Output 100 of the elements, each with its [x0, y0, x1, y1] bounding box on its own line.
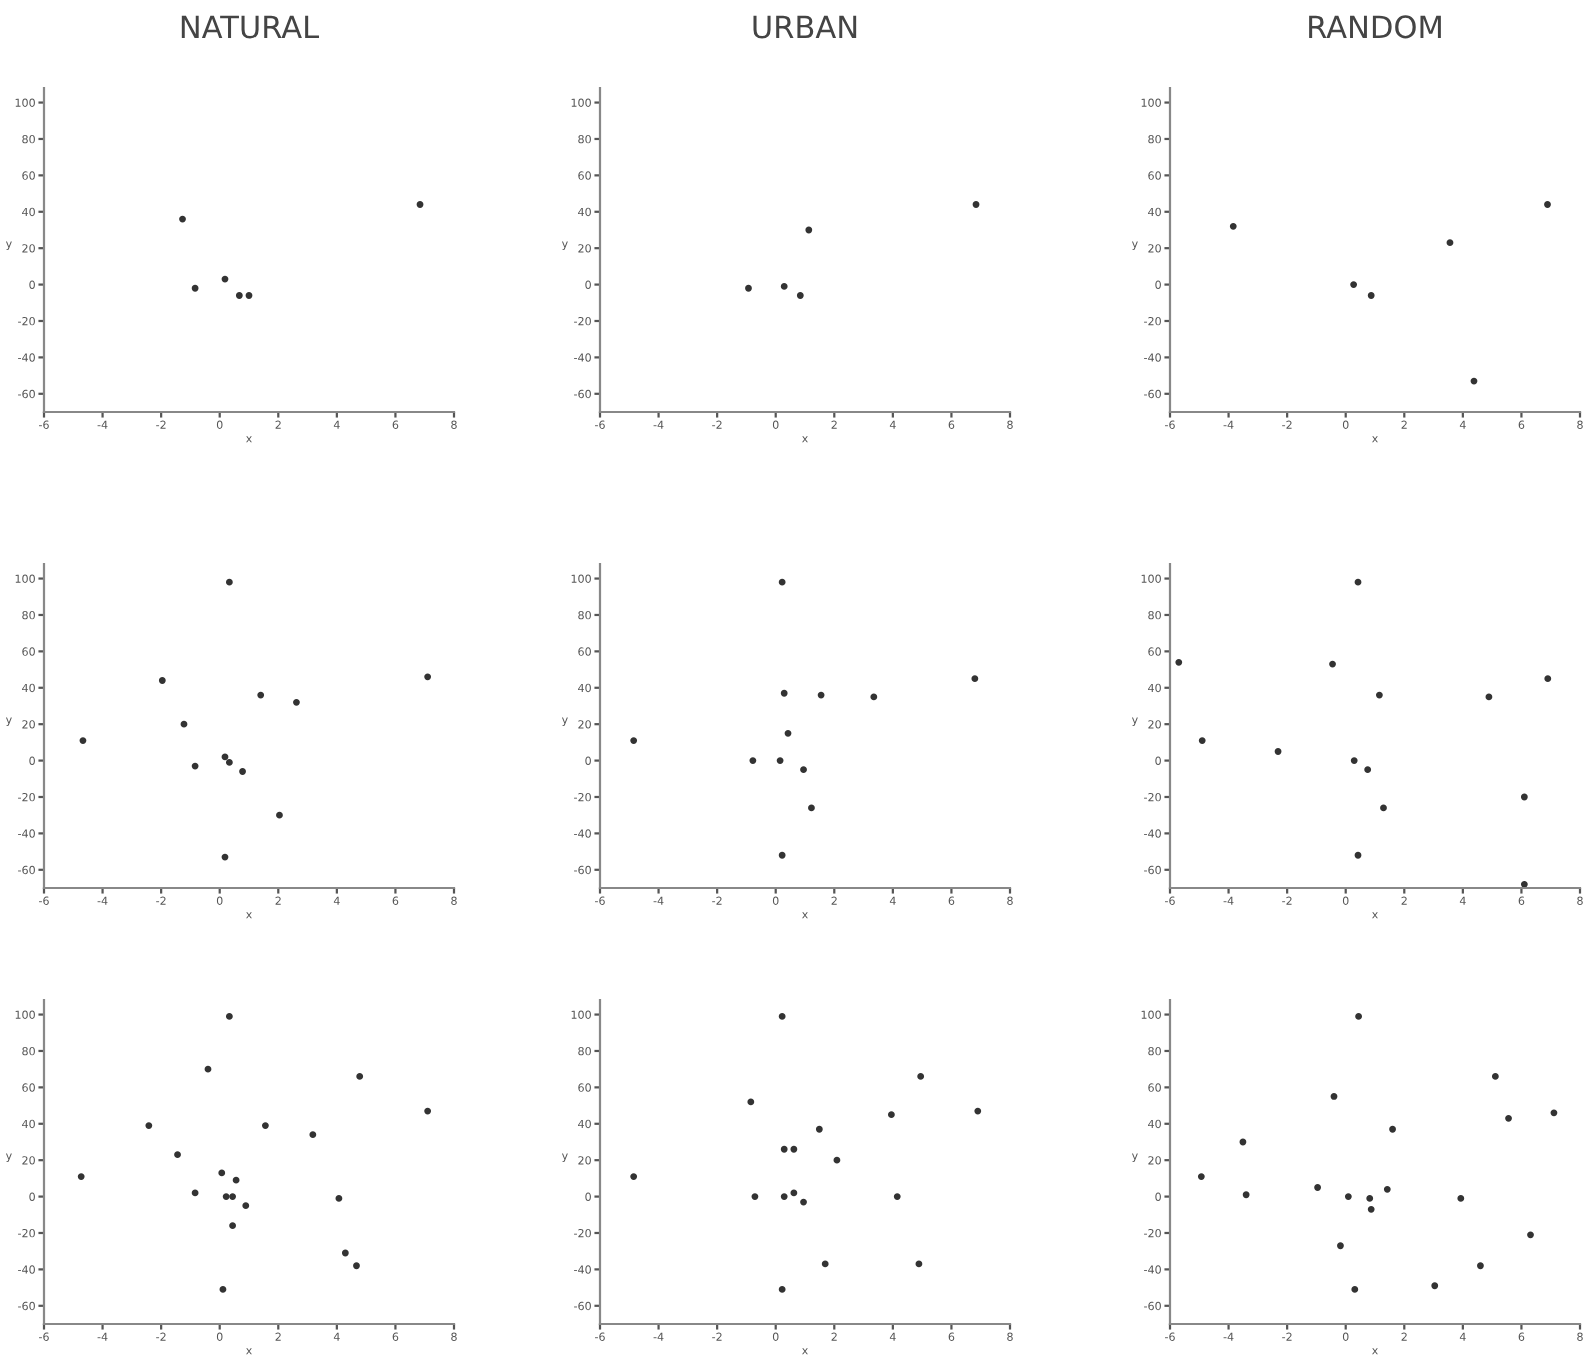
point — [222, 1193, 230, 1200]
point — [225, 578, 233, 586]
point — [974, 1107, 982, 1115]
point — [1351, 1286, 1359, 1293]
point — [917, 1073, 925, 1080]
point — [1446, 239, 1454, 247]
chart-title: URBAN — [753, 15, 857, 39]
point — [424, 1107, 432, 1115]
point — [1520, 880, 1528, 888]
point — [630, 737, 638, 744]
point — [191, 284, 199, 292]
point — [1329, 660, 1336, 668]
point — [971, 675, 979, 683]
point — [245, 292, 253, 299]
point — [225, 759, 233, 766]
point — [745, 284, 752, 292]
point — [1457, 1195, 1465, 1202]
point — [1350, 757, 1358, 764]
point — [749, 757, 757, 764]
point — [1477, 1262, 1484, 1270]
point — [1375, 691, 1383, 699]
point — [179, 215, 186, 223]
point — [870, 693, 878, 701]
point — [747, 1098, 755, 1106]
point — [1344, 1193, 1352, 1200]
point — [1431, 1282, 1439, 1290]
point — [293, 698, 300, 706]
point — [1544, 201, 1551, 208]
point — [1242, 1191, 1250, 1199]
point — [1520, 793, 1528, 801]
point — [158, 677, 166, 684]
point — [780, 1193, 788, 1200]
point — [1314, 1184, 1321, 1191]
point — [778, 1012, 786, 1020]
point — [219, 1286, 227, 1293]
point — [821, 1260, 829, 1268]
point — [1175, 658, 1183, 666]
point — [1383, 1185, 1391, 1193]
point — [239, 768, 246, 775]
point — [790, 1145, 798, 1153]
point — [1550, 1109, 1558, 1117]
point — [335, 1195, 343, 1202]
point — [262, 1122, 269, 1129]
point — [1355, 1012, 1362, 1020]
point — [800, 766, 807, 774]
point — [1337, 1242, 1344, 1250]
point — [630, 1173, 638, 1180]
point — [1505, 1114, 1512, 1122]
point — [353, 1262, 360, 1270]
point — [1544, 675, 1552, 683]
point — [1485, 693, 1493, 701]
point — [229, 1193, 236, 1200]
point — [790, 1189, 798, 1197]
chart-title: RANDOM — [1309, 15, 1441, 39]
point — [1389, 1125, 1396, 1133]
point — [1367, 1205, 1375, 1213]
point — [1274, 748, 1282, 755]
point — [341, 1249, 349, 1257]
point — [1364, 766, 1372, 774]
point — [780, 689, 788, 697]
point — [1380, 804, 1387, 812]
point — [416, 201, 424, 208]
point — [887, 1111, 895, 1119]
point — [356, 1073, 364, 1080]
point — [1491, 1073, 1499, 1080]
point — [225, 1012, 233, 1020]
point — [424, 673, 432, 681]
point — [808, 804, 815, 812]
point — [242, 1202, 250, 1210]
point — [778, 851, 786, 859]
point — [257, 691, 265, 699]
point — [1367, 292, 1375, 299]
point — [232, 1176, 240, 1184]
point — [218, 1169, 226, 1177]
point — [972, 201, 980, 208]
point — [780, 283, 788, 290]
point — [784, 729, 792, 737]
point — [776, 757, 784, 764]
point — [1229, 222, 1237, 230]
point — [1330, 1093, 1338, 1100]
point — [815, 1125, 823, 1133]
point — [778, 578, 786, 586]
point — [805, 226, 813, 234]
point — [893, 1193, 901, 1200]
point — [79, 737, 87, 744]
point — [145, 1122, 153, 1129]
chart-title: NATURAL — [181, 15, 320, 39]
point — [309, 1131, 317, 1139]
point — [1197, 1173, 1205, 1180]
point — [751, 1193, 759, 1200]
point — [276, 811, 283, 819]
point — [778, 1286, 786, 1293]
point — [1366, 1195, 1374, 1202]
point — [833, 1156, 841, 1164]
point — [800, 1198, 807, 1206]
point — [229, 1222, 236, 1230]
point — [1527, 1231, 1534, 1239]
point — [174, 1151, 181, 1159]
point — [780, 1145, 788, 1153]
point — [1198, 737, 1206, 744]
